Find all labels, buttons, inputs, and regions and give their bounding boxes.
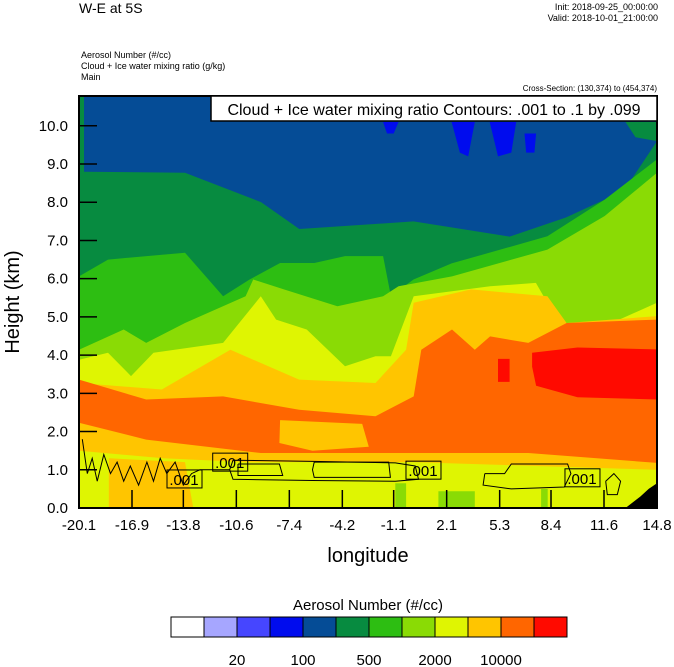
colorbar-label: 100 xyxy=(290,652,315,667)
filled-region-level-3 xyxy=(451,122,475,157)
filled-region-level-7 xyxy=(541,488,548,508)
contour-label: .001 xyxy=(215,455,244,472)
colorbar-box-8 xyxy=(434,616,469,638)
contour-label: .001 xyxy=(169,472,198,489)
colorbar-title: Aerosol Number (#/cc) xyxy=(293,597,443,614)
terrain xyxy=(625,483,657,508)
filled-region-level-5 xyxy=(625,122,657,142)
x-tick-label: 2.1 xyxy=(436,517,457,534)
colorbar-box-10 xyxy=(500,616,535,638)
contour-legend-box xyxy=(210,95,658,122)
colorbar-box-9 xyxy=(467,616,502,638)
colorbar-label: 10000 xyxy=(480,652,522,667)
y-tick-label: 10.0 xyxy=(39,118,68,135)
filled-region-level-11 xyxy=(532,347,657,400)
colorbar-label: 20 xyxy=(229,652,246,667)
y-tick-label: 0.0 xyxy=(47,500,68,517)
filled-region-level-7 xyxy=(395,483,407,508)
colorbar-box-5 xyxy=(335,616,370,638)
colorbar-label: 500 xyxy=(356,652,381,667)
x-tick-label: 8.4 xyxy=(541,517,562,534)
y-tick-label: 5.0 xyxy=(47,309,68,326)
filled-region-level-3 xyxy=(524,133,537,153)
x-tick-label: -10.6 xyxy=(219,517,253,534)
colorbar-box-3 xyxy=(269,616,304,638)
colorbar-box-2 xyxy=(236,616,271,638)
y-tick-label: 7.0 xyxy=(47,232,68,249)
contour-line xyxy=(237,463,284,476)
x-tick-label: 5.3 xyxy=(489,517,510,534)
contour-label-box xyxy=(405,460,442,480)
y-tick-label: 4.0 xyxy=(47,347,68,364)
x-tick-label: 14.8 xyxy=(642,517,671,534)
contour-line xyxy=(81,439,230,487)
plot-area: .001 .001 .001 .001 xyxy=(79,96,657,508)
y-tick-label: 9.0 xyxy=(47,156,68,173)
colorbar-box-7 xyxy=(401,616,436,638)
x-tick-label: 11.6 xyxy=(590,517,618,534)
colorbar-box-4 xyxy=(302,616,337,638)
y-tick-label: 1.0 xyxy=(47,462,68,479)
contour-label-box xyxy=(564,468,601,488)
init-time: Init: 2018-09-25_00:00:00 xyxy=(555,2,658,12)
y-tick-label: 3.0 xyxy=(47,385,68,402)
cross-section-label: Cross-Section: (130,374) to (454,374) xyxy=(523,84,658,93)
y-tick-label: 8.0 xyxy=(47,194,68,211)
field-label-cloud: Cloud + Ice water mixing ratio (g/kg) xyxy=(81,61,225,71)
x-tick-label: -20.1 xyxy=(62,517,96,534)
axes: -20.1 -16.9 -13.8 -10.6 -7.4 -4.2 -1.1 2.1 5.3 8.… xyxy=(39,118,672,534)
filled-region-level-3 xyxy=(383,122,399,134)
y-tick-label: 2.0 xyxy=(47,424,68,441)
filled-region-level-7 xyxy=(438,491,475,508)
contour-line xyxy=(311,461,391,478)
field-label-aerosol: Aerosol Number (#/cc) xyxy=(81,50,171,60)
colorbar: 20 100 500 2000 10000 xyxy=(170,616,568,667)
figure-title: W-E at 5S xyxy=(79,0,143,16)
filled-region-level-3 xyxy=(489,122,517,157)
x-tick-label: -4.2 xyxy=(329,517,355,534)
colorbar-box-11 xyxy=(533,616,568,638)
filled-region-level-11 xyxy=(498,358,510,382)
contour-label: .001 xyxy=(567,471,596,488)
contour-label-box xyxy=(166,469,203,489)
contour-line xyxy=(482,463,572,490)
field-label-main: Main xyxy=(81,72,101,82)
x-tick-label: -7.4 xyxy=(276,517,302,534)
x-tick-label: -13.8 xyxy=(166,517,200,534)
filled-region-level-9 xyxy=(108,458,194,508)
contour-legend-text: Cloud + Ice water mixing ratio Contours:… xyxy=(227,102,640,119)
colorbar-box-6 xyxy=(368,616,403,638)
y-axis-title: Height (km) xyxy=(2,250,24,353)
x-tick-label: -1.1 xyxy=(381,517,407,534)
contour-label: .001 xyxy=(408,463,437,480)
filled-region-level-9 xyxy=(279,420,369,451)
colorbar-label: 2000 xyxy=(418,652,451,667)
x-axis-title: longitude xyxy=(327,545,408,567)
colorbar-box-0 xyxy=(170,616,205,638)
filled-band-level-8 xyxy=(79,450,657,508)
colorbar-box-1 xyxy=(203,616,238,638)
y-tick-label: 6.0 xyxy=(47,271,68,288)
x-tick-label: -16.9 xyxy=(115,517,149,534)
valid-time: Valid: 2018-10-01_21:00:00 xyxy=(548,13,658,23)
contour-label-box xyxy=(212,452,249,472)
contour-line xyxy=(605,472,622,496)
